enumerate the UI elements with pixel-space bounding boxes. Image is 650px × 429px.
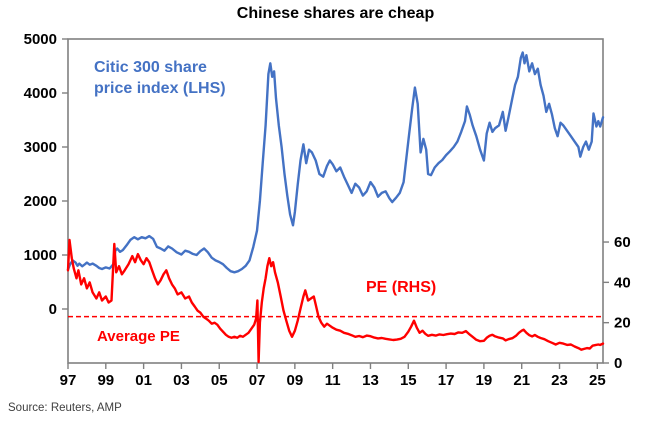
x-axis-tick-label: 25: [589, 372, 606, 389]
x-axis-tick-label: 07: [249, 372, 266, 389]
pe-series-line: [66, 238, 605, 364]
average-pe-label: Average PE: [97, 328, 180, 345]
right-axis-tick-label: 60: [614, 234, 631, 251]
lhs-series-label-line1: Citic 300 share: [94, 59, 207, 76]
x-axis-tick-label: 19: [476, 372, 493, 389]
x-axis-tick-label: 99: [97, 372, 114, 389]
x-axis-tick-label: 09: [287, 372, 304, 389]
left-axis-tick-label: 1000: [24, 247, 57, 264]
lhs-series-label-line2: price index (LHS): [94, 80, 226, 97]
chart-title: Chinese shares are cheap: [236, 5, 435, 22]
right-axis-tick-label: 20: [614, 315, 631, 332]
x-axis-tick-label: 15: [400, 372, 417, 389]
source-note: Source: Reuters, AMP: [8, 402, 122, 414]
x-axis-tick-label: 97: [60, 372, 77, 389]
lhs-series-label: Citic 300 share price index (LHS): [94, 57, 226, 99]
x-axis-tick-label: 23: [551, 372, 568, 389]
x-axis-tick-label: 21: [513, 372, 530, 389]
x-axis-tick-label: 03: [173, 372, 190, 389]
left-axis-tick-label: 3000: [24, 139, 57, 156]
x-axis-tick-label: 11: [325, 372, 341, 389]
left-axis-tick-label: 2000: [24, 193, 57, 210]
x-axis-tick-label: 05: [211, 372, 228, 389]
x-axis-tick-label: 13: [362, 372, 379, 389]
left-axis-tick-label: 5000: [24, 31, 57, 48]
right-axis-tick-label: 0: [614, 355, 622, 372]
left-axis-tick-label: 0: [49, 301, 57, 318]
index-series-line: [66, 51, 605, 274]
left-axis-tick-label: 4000: [24, 85, 57, 102]
x-axis-tick-label: 17: [438, 372, 455, 389]
rhs-series-label: PE (RHS): [366, 279, 437, 296]
right-axis-tick-label: 40: [614, 274, 631, 291]
x-axis-tick-label: 01: [135, 372, 152, 389]
